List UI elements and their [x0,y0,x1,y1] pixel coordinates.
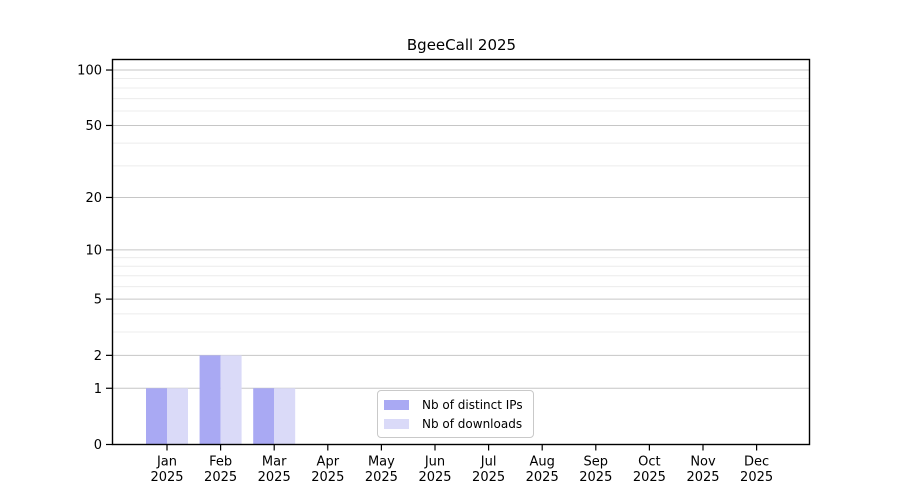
bar-nb-of-downloads-jan-2025 [167,388,188,445]
x-tick-label-month-jan-2025: Jan [156,455,177,470]
x-tick-label-month-dec-2025: Dec [744,455,769,470]
x-tick-label-month-aug-2025: Aug [530,455,555,470]
bar-nb-of-downloads-feb-2025 [220,355,242,445]
y-tick-label-1: 1 [94,382,102,397]
legend: Nb of distinct IPs Nb of downloads [377,390,534,438]
legend-label-distinct-ips: Nb of distinct IPs [422,397,523,412]
x-tick-label-month-feb-2025: Feb [209,455,232,470]
chart-title: BgeeCall 2025 [406,36,517,54]
y-tick-label-5: 5 [94,293,102,308]
x-tick-label-month-apr-2025: Apr [317,455,340,470]
legend-swatch-downloads [384,418,409,429]
y-tick-label-2: 2 [94,349,102,364]
legend-label-downloads: Nb of downloads [422,416,523,431]
x-tick-label-year-oct-2025: 2025 [633,470,666,485]
x-tick-label-month-sep-2025: Sep [584,455,609,470]
x-tick-label-year-jan-2025: 2025 [150,470,183,485]
legend-item-distinct-ips: Nb of distinct IPs [384,395,523,414]
x-tick-label-year-may-2025: 2025 [365,470,398,485]
x-tick-label-year-jun-2025: 2025 [418,470,451,485]
y-tick-label-0: 0 [94,438,102,453]
x-tick-label-year-dec-2025: 2025 [740,470,773,485]
bar-nb-of-downloads-mar-2025 [274,388,296,445]
x-tick-label-year-mar-2025: 2025 [258,470,291,485]
x-tick-label-year-jul-2025: 2025 [472,470,505,485]
legend-item-downloads: Nb of downloads [384,414,523,433]
x-tick-label-year-aug-2025: 2025 [526,470,559,485]
bar-nb-of-distinct-ips-jan-2025 [146,388,167,445]
x-tick-label-month-jul-2025: Jul [480,455,497,470]
bar-nb-of-distinct-ips-mar-2025 [253,388,275,445]
x-tick-label-month-oct-2025: Oct [638,455,660,470]
legend-swatch-distinct-ips [384,399,409,410]
x-tick-label-month-mar-2025: Mar [262,455,287,470]
x-tick-label-year-nov-2025: 2025 [686,470,719,485]
x-tick-label-year-feb-2025: 2025 [204,470,237,485]
y-tick-label-10: 10 [85,243,102,258]
y-tick-label-100: 100 [77,64,102,79]
x-tick-label-month-may-2025: May [368,455,395,470]
x-tick-label-year-apr-2025: 2025 [311,470,344,485]
plot-border [111,58,811,446]
bar-nb-of-distinct-ips-feb-2025 [199,355,221,445]
x-tick-label-month-nov-2025: Nov [690,455,716,470]
x-tick-label-year-sep-2025: 2025 [579,470,612,485]
y-tick-label-50: 50 [85,119,102,134]
y-tick-label-20: 20 [85,191,102,206]
x-tick-label-month-jun-2025: Jun [424,455,445,470]
